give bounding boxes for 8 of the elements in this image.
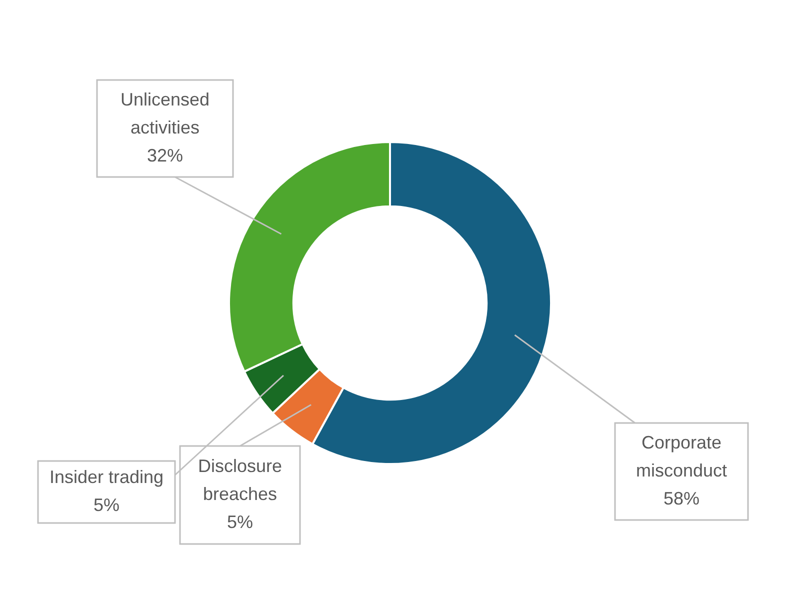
data-label: 32% xyxy=(146,145,184,166)
slice-label: Disclosure breaches xyxy=(198,456,282,504)
slice-label: Corporate misconduct xyxy=(636,432,728,480)
data-label: 58% xyxy=(663,488,700,508)
slice-label: Insider trading xyxy=(49,466,164,487)
data-label: 5% xyxy=(93,494,120,515)
data-label: 5% xyxy=(226,512,254,532)
slice-label: Unlicensed activities xyxy=(120,89,210,138)
